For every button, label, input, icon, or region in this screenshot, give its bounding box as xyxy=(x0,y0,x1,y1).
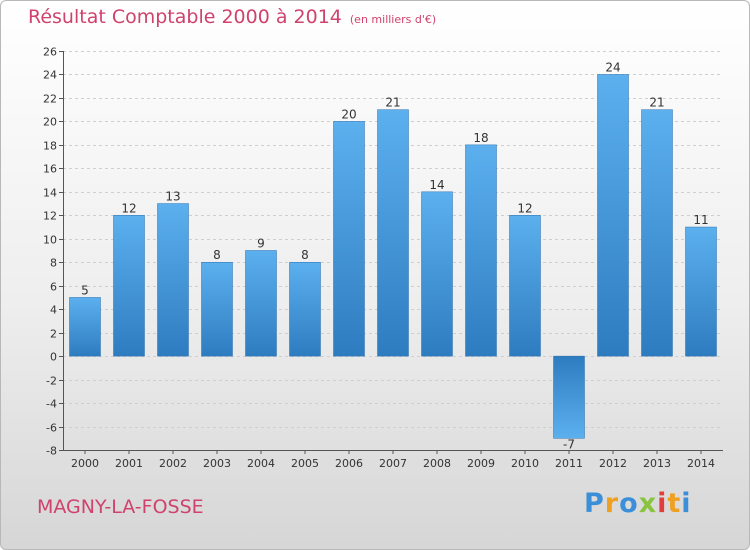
data-label: -7 xyxy=(563,437,575,451)
commune-name: MAGNY-LA-FOSSE xyxy=(37,496,204,518)
y-tick-label: 6 xyxy=(50,281,57,294)
chart-title: Résultat Comptable 2000 à 2014 (en millie… xyxy=(28,6,436,28)
data-label: 21 xyxy=(385,96,400,110)
bar xyxy=(113,215,145,357)
y-tick-label: 14 xyxy=(43,187,57,200)
data-label: 13 xyxy=(165,190,180,204)
logo-letter: t xyxy=(667,488,682,519)
data-label: 20 xyxy=(341,107,356,121)
bar xyxy=(289,261,321,357)
y-tick-label: -4 xyxy=(46,398,57,411)
x-tick-label: 2012 xyxy=(599,457,627,470)
y-tick-label: 26 xyxy=(43,46,57,59)
x-tick-label: 2014 xyxy=(687,457,715,470)
x-tick-label: 2011 xyxy=(555,457,583,470)
y-tick-label: 8 xyxy=(50,257,57,270)
logo-letter: i xyxy=(681,488,692,519)
y-tick-label: -2 xyxy=(46,375,57,388)
y-tick-label: 2 xyxy=(50,328,57,341)
x-tick-label: 2004 xyxy=(247,457,275,470)
y-tick-label: 20 xyxy=(43,116,57,129)
data-label: 14 xyxy=(429,178,444,192)
data-label: 5 xyxy=(81,283,89,297)
y-tick-label: 22 xyxy=(43,93,57,106)
x-tick-label: 2009 xyxy=(467,457,495,470)
data-label: 24 xyxy=(605,60,620,74)
bar xyxy=(597,74,629,357)
logo-letter: r xyxy=(604,488,620,519)
y-tick-label: -8 xyxy=(46,445,57,458)
x-tick-label: 2000 xyxy=(71,457,99,470)
x-tick-label: 2005 xyxy=(291,457,319,470)
bar xyxy=(641,109,673,357)
bar xyxy=(245,250,277,357)
logo-letter: i xyxy=(657,488,668,519)
y-tick-label: 0 xyxy=(50,351,57,364)
x-tick-label: 2002 xyxy=(159,457,187,470)
bar xyxy=(553,355,585,439)
data-label: 12 xyxy=(517,201,532,215)
logo-letter: x xyxy=(638,488,658,519)
proxiti-logo: Proxiti xyxy=(584,488,692,519)
data-label: 18 xyxy=(473,131,488,145)
y-tick-label: 16 xyxy=(43,163,57,176)
data-label: 9 xyxy=(257,237,265,251)
y-tick-label: -6 xyxy=(46,422,57,435)
data-label: 11 xyxy=(693,213,708,227)
x-tick-label: 2003 xyxy=(203,457,231,470)
x-tick-label: 2010 xyxy=(511,457,539,470)
data-label: 8 xyxy=(301,248,309,262)
data-label: 8 xyxy=(213,248,221,262)
x-tick-label: 2001 xyxy=(115,457,143,470)
bar xyxy=(465,144,497,357)
bar xyxy=(685,226,717,357)
chart-subtitle: (en milliers d'€) xyxy=(349,13,437,26)
bar xyxy=(201,261,233,357)
bar xyxy=(157,203,189,357)
logo-letter: o xyxy=(619,488,639,519)
y-tick-label: 12 xyxy=(43,210,57,223)
x-tick-label: 2008 xyxy=(423,457,451,470)
data-label: 12 xyxy=(121,201,136,215)
x-tick-label: 2007 xyxy=(379,457,407,470)
bar xyxy=(377,109,409,357)
bar xyxy=(333,121,365,357)
y-tick-label: 4 xyxy=(50,304,57,317)
data-label: 21 xyxy=(649,96,664,110)
y-tick-label: 10 xyxy=(43,234,57,247)
x-tick-label: 2013 xyxy=(643,457,671,470)
logo-letter: P xyxy=(584,488,605,519)
y-tick-label: 18 xyxy=(43,140,57,153)
chart-title-text: Résultat Comptable 2000 à 2014 xyxy=(28,6,342,28)
bar xyxy=(69,297,101,357)
bar xyxy=(509,215,541,357)
bar xyxy=(421,191,453,357)
x-tick-label: 2006 xyxy=(335,457,363,470)
y-tick-label: 24 xyxy=(43,69,57,82)
